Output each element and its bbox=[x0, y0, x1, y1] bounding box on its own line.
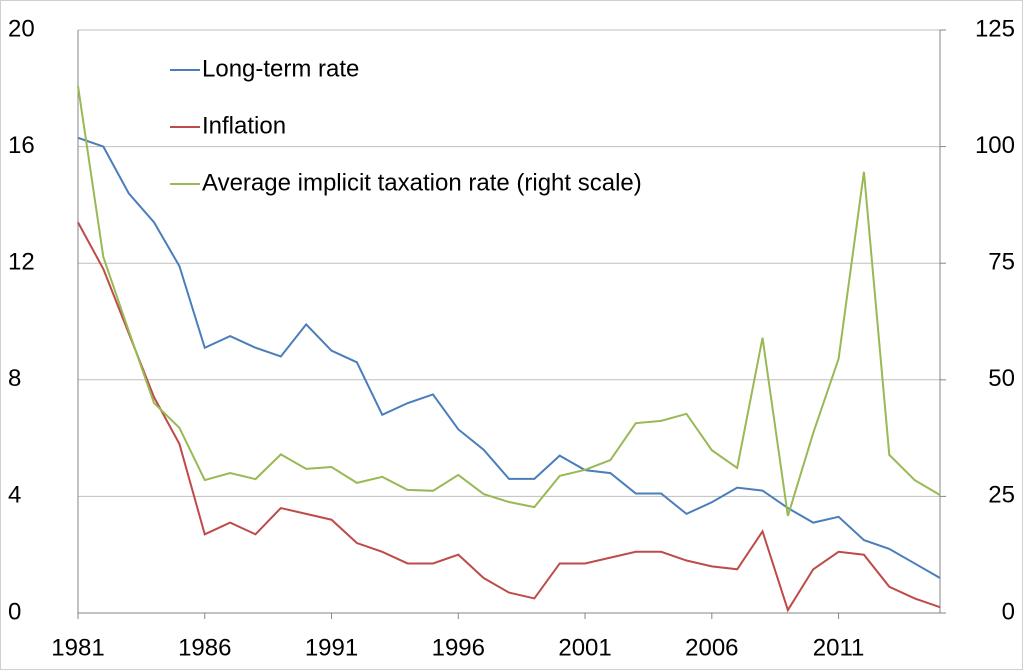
x-tick-label: 2011 bbox=[813, 634, 865, 661]
legend-label: Average implicit taxation rate (right sc… bbox=[202, 169, 642, 196]
y-tick-label: 12 bbox=[8, 249, 35, 276]
y2-tick-label: 50 bbox=[988, 365, 1015, 392]
y2-tick-label: 0 bbox=[1002, 598, 1015, 625]
y-tick-label: 8 bbox=[8, 365, 21, 392]
series-line bbox=[77, 85, 941, 517]
legend-label: Inflation bbox=[202, 112, 286, 139]
series-line bbox=[77, 136, 941, 579]
series-line bbox=[77, 221, 941, 613]
x-tick-label: 2006 bbox=[685, 634, 738, 661]
x-tick-label: 1996 bbox=[432, 634, 485, 661]
y-tick-label: 4 bbox=[8, 482, 21, 509]
x-tick-label: 1981 bbox=[51, 634, 104, 661]
y2-tick-label: 125 bbox=[975, 15, 1015, 42]
legend-label: Long-term rate bbox=[202, 55, 359, 82]
y-tick-label: 16 bbox=[8, 132, 35, 159]
y-tick-label: 20 bbox=[8, 15, 35, 42]
y2-tick-label: 75 bbox=[988, 249, 1015, 276]
y-tick-label: 0 bbox=[8, 598, 21, 625]
x-tick-label: 2001 bbox=[558, 634, 611, 661]
y2-tick-label: 100 bbox=[975, 132, 1015, 159]
x-tick-label: 1986 bbox=[178, 634, 231, 661]
y2-tick-label: 25 bbox=[988, 482, 1015, 509]
x-tick-label: 1991 bbox=[305, 634, 358, 661]
